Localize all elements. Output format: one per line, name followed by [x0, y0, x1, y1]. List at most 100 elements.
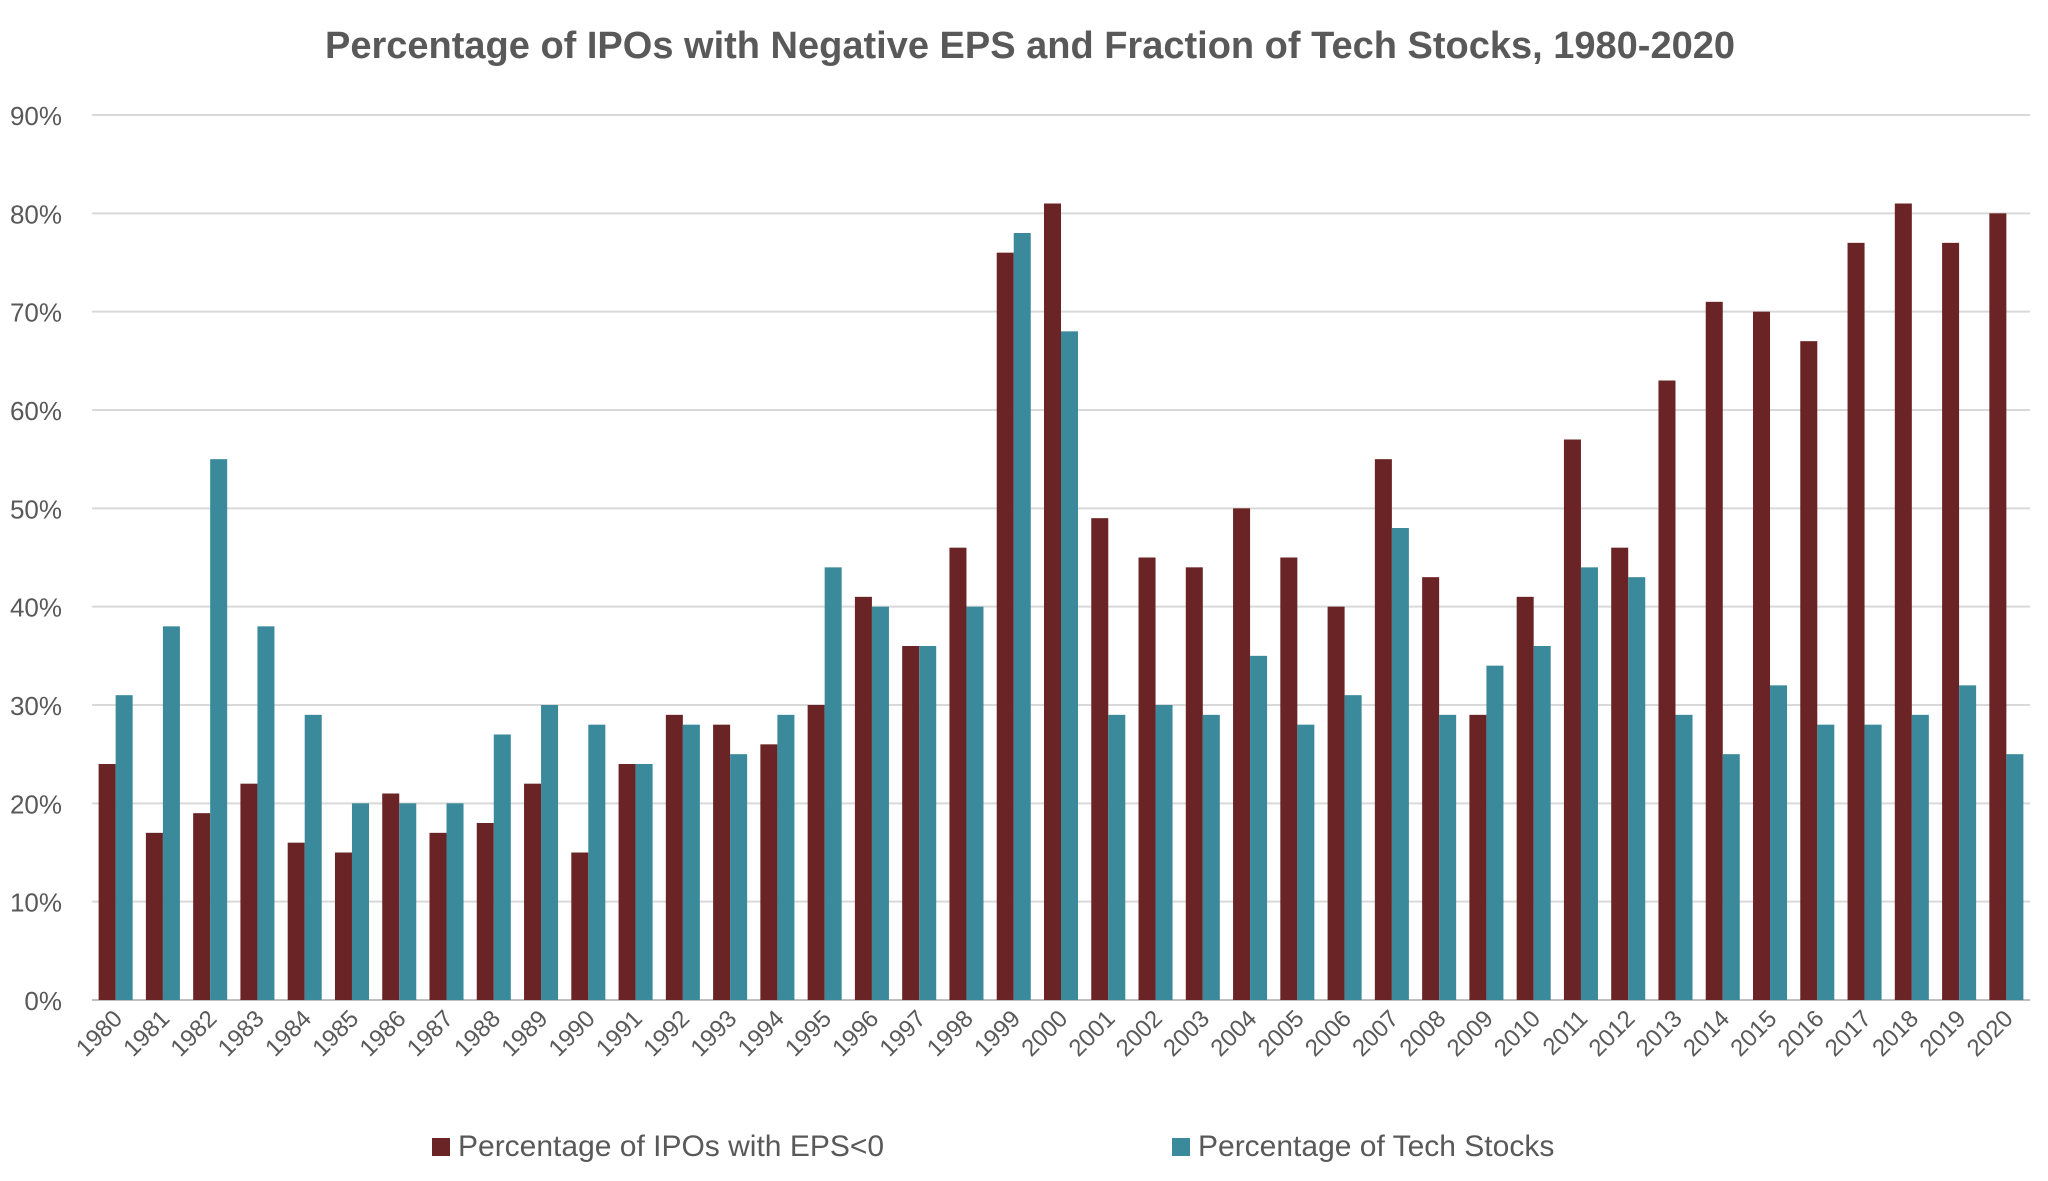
bar-tech-2008 [1439, 714, 1457, 1000]
x-tick-label: 2013 [1631, 1005, 1688, 1062]
bar-tech-1998 [966, 606, 984, 1000]
x-tick-label: 1994 [733, 1005, 790, 1062]
x-tick-label: 1987 [402, 1005, 459, 1062]
legend-swatch-tech [1172, 1138, 1190, 1156]
bar-eps-1998 [949, 547, 967, 1000]
bar-tech-1982 [210, 459, 228, 1001]
bar-eps-2017 [1847, 242, 1865, 1001]
bar-tech-1984 [304, 714, 322, 1000]
bar-eps-1994 [760, 744, 778, 1000]
bar-tech-1996 [871, 606, 889, 1000]
bar-eps-2020 [1989, 213, 2007, 1001]
y-tick-label: 20% [10, 789, 62, 819]
x-tick-label: 2016 [1773, 1005, 1830, 1062]
bar-eps-1984 [287, 842, 305, 1000]
bar-eps-2019 [1942, 242, 1960, 1001]
x-tick-label: 1993 [686, 1005, 743, 1062]
bar-tech-2010 [1533, 646, 1551, 1000]
bar-eps-1990 [571, 852, 589, 1000]
x-tick-label: 1985 [307, 1005, 364, 1062]
bar-eps-2012 [1611, 547, 1629, 1000]
bar-eps-2007 [1374, 459, 1392, 1001]
bar-tech-2002 [1155, 705, 1173, 1000]
bar-eps-2001 [1091, 518, 1109, 1000]
bar-eps-2011 [1563, 439, 1581, 1000]
bar-eps-2005 [1280, 557, 1298, 1000]
x-tick-label: 2019 [1914, 1005, 1971, 1062]
bar-tech-2016 [1817, 724, 1835, 1000]
x-tick-label: 1982 [166, 1005, 223, 1062]
bar-eps-1992 [665, 714, 683, 1000]
bar-tech-1980 [115, 695, 133, 1000]
x-tick-label: 2012 [1584, 1005, 1641, 1062]
bar-eps-1996 [854, 596, 872, 1000]
bar-tech-1988 [493, 734, 511, 1000]
y-tick-label: 40% [10, 593, 62, 623]
bar-eps-1989 [524, 783, 542, 1000]
x-tick-label: 2008 [1395, 1005, 1452, 1062]
bar-tech-2007 [1391, 528, 1409, 1000]
bar-eps-1982 [193, 813, 211, 1000]
bar-tech-2013 [1675, 714, 1693, 1000]
bar-eps-1999 [996, 252, 1014, 1000]
x-tick-label: 1980 [71, 1005, 128, 1062]
bar-eps-1995 [807, 705, 825, 1000]
bar-tech-2001 [1108, 714, 1126, 1000]
bar-eps-2010 [1516, 596, 1534, 1000]
bar-eps-2009 [1469, 714, 1487, 1000]
bar-tech-1992 [682, 724, 700, 1000]
x-tick-label: 2011 [1538, 1005, 1594, 1061]
bar-tech-2020 [2006, 754, 2024, 1000]
bar-eps-1981 [145, 832, 163, 1000]
y-tick-label: 0% [24, 986, 62, 1016]
bar-tech-2006 [1344, 695, 1362, 1000]
bar-tech-2011 [1580, 567, 1598, 1000]
bar-tech-1991 [635, 764, 653, 1000]
x-tick-label: 2014 [1678, 1005, 1735, 1062]
bar-eps-1986 [382, 793, 400, 1000]
x-tick-label: 2005 [1253, 1005, 1310, 1062]
x-tick-label: 2000 [1016, 1005, 1073, 1062]
bar-tech-1987 [446, 803, 464, 1000]
bar-eps-1987 [429, 832, 447, 1000]
y-tick-label: 10% [10, 888, 62, 918]
bar-eps-2013 [1658, 380, 1676, 1000]
x-tick-label: 2018 [1867, 1005, 1924, 1062]
y-tick-label: 50% [10, 494, 62, 524]
bar-tech-1993 [730, 754, 748, 1000]
y-tick-label: 90% [10, 101, 62, 131]
bar-tech-1990 [588, 724, 606, 1000]
bar-tech-1981 [162, 626, 180, 1000]
bar-eps-2008 [1422, 577, 1440, 1000]
x-tick-label: 1998 [922, 1005, 979, 1062]
bar-tech-1995 [824, 567, 842, 1000]
y-tick-label: 60% [10, 396, 62, 426]
bar-tech-2009 [1486, 665, 1504, 1000]
bar-eps-2000 [1043, 203, 1061, 1000]
bar-eps-2018 [1894, 203, 1912, 1000]
bar-tech-2014 [1722, 754, 1740, 1000]
legend-label-tech: Percentage of Tech Stocks [1198, 1130, 1554, 1163]
bar-tech-2004 [1250, 655, 1268, 1000]
bar-tech-2017 [1864, 724, 1882, 1000]
bar-tech-1997 [919, 646, 937, 1000]
x-tick-label: 1996 [827, 1005, 884, 1062]
x-tick-label: 2003 [1158, 1005, 1215, 1062]
x-tick-label: 1999 [969, 1005, 1026, 1062]
x-tick-label: 1995 [780, 1005, 837, 1062]
x-tick-label: 2017 [1820, 1005, 1877, 1062]
bar-tech-1983 [257, 626, 275, 1000]
bar-tech-2019 [1959, 685, 1977, 1000]
legend-label-eps: Percentage of IPOs with EPS<0 [458, 1130, 884, 1163]
x-tick-label: 1988 [449, 1005, 506, 1062]
bar-eps-2015 [1753, 311, 1771, 1001]
legend: Percentage of IPOs with EPS<0 Percentage… [432, 1130, 1554, 1163]
x-tick-label: 2010 [1489, 1005, 1546, 1062]
bar-tech-1989 [541, 705, 559, 1000]
bar-tech-2012 [1628, 577, 1646, 1000]
bar-tech-2018 [1911, 714, 1929, 1000]
x-tick-label: 2004 [1205, 1005, 1262, 1062]
bar-eps-2003 [1185, 567, 1203, 1000]
x-tick-label: 2006 [1300, 1005, 1357, 1062]
bar-eps-1997 [902, 646, 920, 1000]
